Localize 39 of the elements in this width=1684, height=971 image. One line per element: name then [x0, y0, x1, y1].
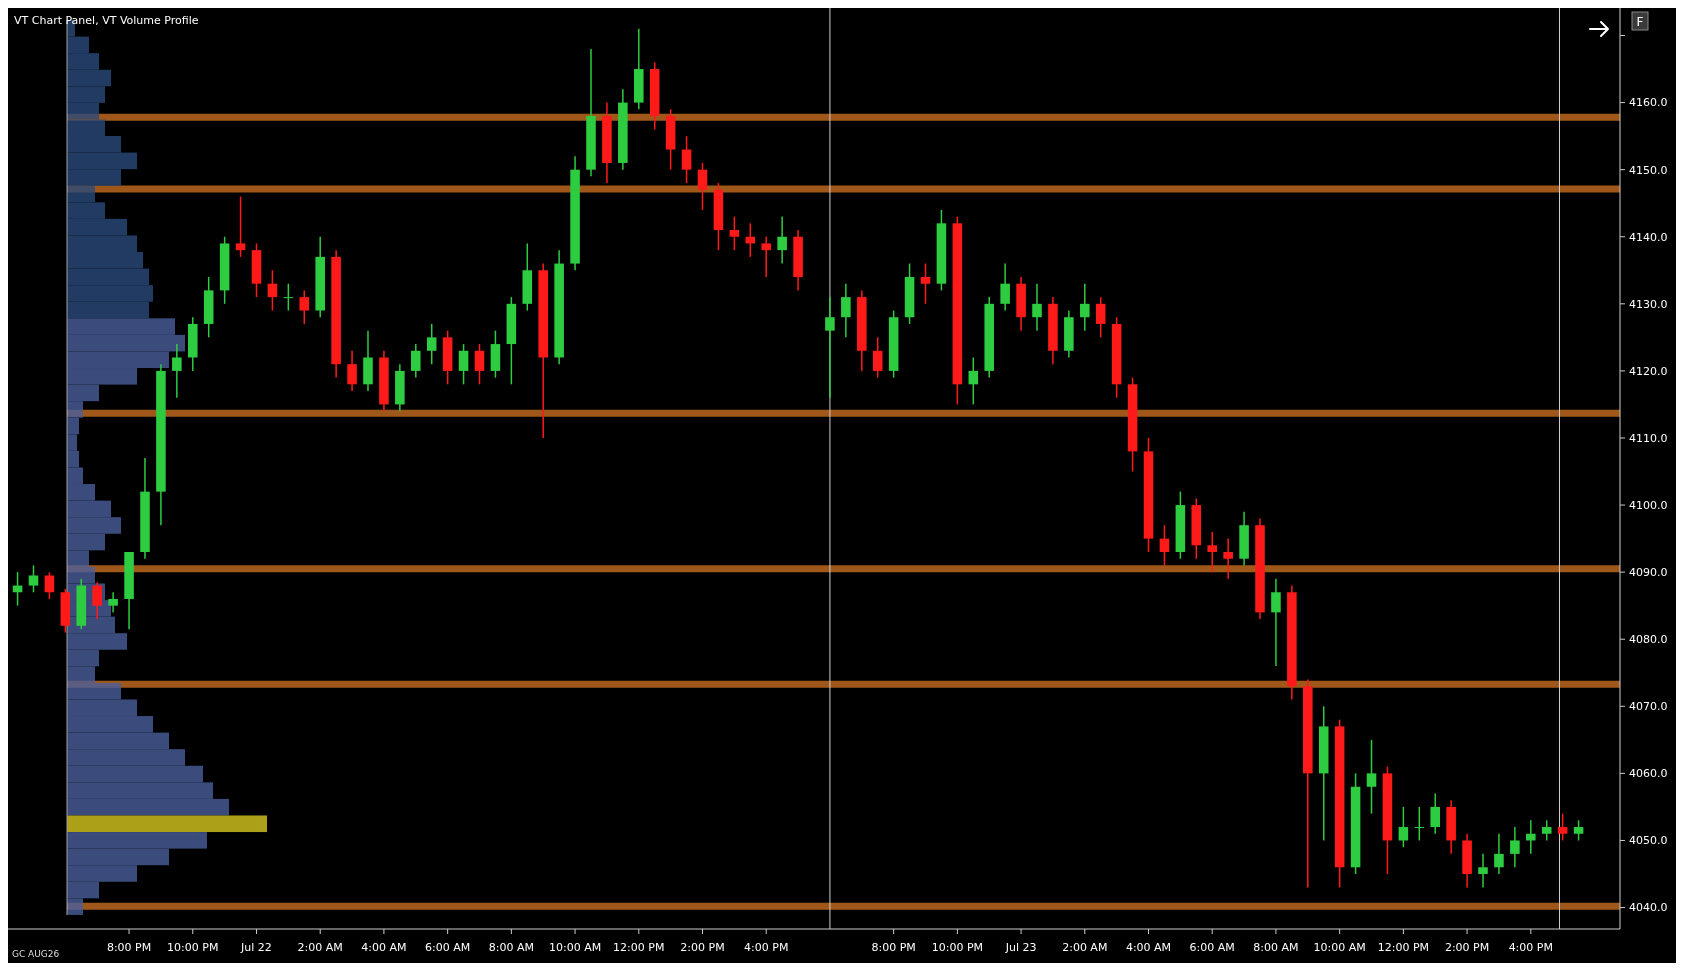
y-tick-label: 4130.0 [1629, 297, 1668, 311]
x-tick-label: 10:00 AM [1313, 941, 1366, 954]
x-tick-label: 10:00 AM [548, 941, 602, 954]
x-tick-label: 2:00 PM [680, 941, 725, 954]
x-tick-label: 2:00 AM [1062, 941, 1108, 954]
y-tick-label: 4060.0 [1629, 767, 1668, 781]
y-tick-label: 4160.0 [1629, 96, 1668, 110]
y-tick-label: 4040.0 [1629, 901, 1668, 915]
y-tick-label: 4140.0 [1629, 230, 1668, 244]
x-tick-label: 12:00 PM [613, 941, 665, 954]
x-tick-label: 6:00 AM [425, 941, 471, 954]
y-tick-label: 4120.0 [1629, 364, 1668, 378]
x-tick-label: 12:00 PM [1377, 941, 1430, 954]
x-tick-label: 4:00 PM [744, 941, 789, 954]
text: F [1636, 15, 1644, 29]
text: GC AUG26 [12, 949, 60, 959]
x-tick-label: 2:00 PM [1444, 941, 1490, 954]
y-tick-label: 4070.0 [1629, 700, 1668, 714]
y-tick-label: 4100.0 [1629, 498, 1668, 512]
y-tick-label: 4150.0 [1629, 163, 1668, 177]
text: VT Chart Panel, VT Volume Profile [14, 14, 199, 27]
x-tick-label: 8:00 PM [871, 941, 916, 954]
x-tick-label: 8:00 PM [106, 941, 152, 954]
x-tick-label: Jul 22 [240, 941, 272, 954]
y-tick-label: 4090.0 [1629, 565, 1668, 579]
y-tick-label: 4080.0 [1629, 633, 1668, 647]
x-tick-label: 8:00 AM [1253, 941, 1299, 954]
x-tick-label: 10:00 PM [167, 941, 219, 954]
bar [67, 815, 267, 833]
y-tick-label: 4110.0 [1629, 431, 1668, 445]
x-tick-label: 4:00 AM [1125, 941, 1172, 954]
x-tick-label: 8:00 AM [488, 941, 534, 954]
x-tick-label: 4:00 AM [361, 941, 407, 954]
x-tick-label: Jul 23 [1004, 941, 1037, 954]
x-tick-label: 10:00 PM [931, 941, 984, 954]
x-tick-label: 2:00 AM [297, 941, 343, 954]
y-tick-label: 4050.0 [1629, 834, 1668, 848]
x-tick-label: 4:00 PM [1508, 941, 1553, 954]
x-tick-label: 6:00 AM [1189, 941, 1235, 954]
